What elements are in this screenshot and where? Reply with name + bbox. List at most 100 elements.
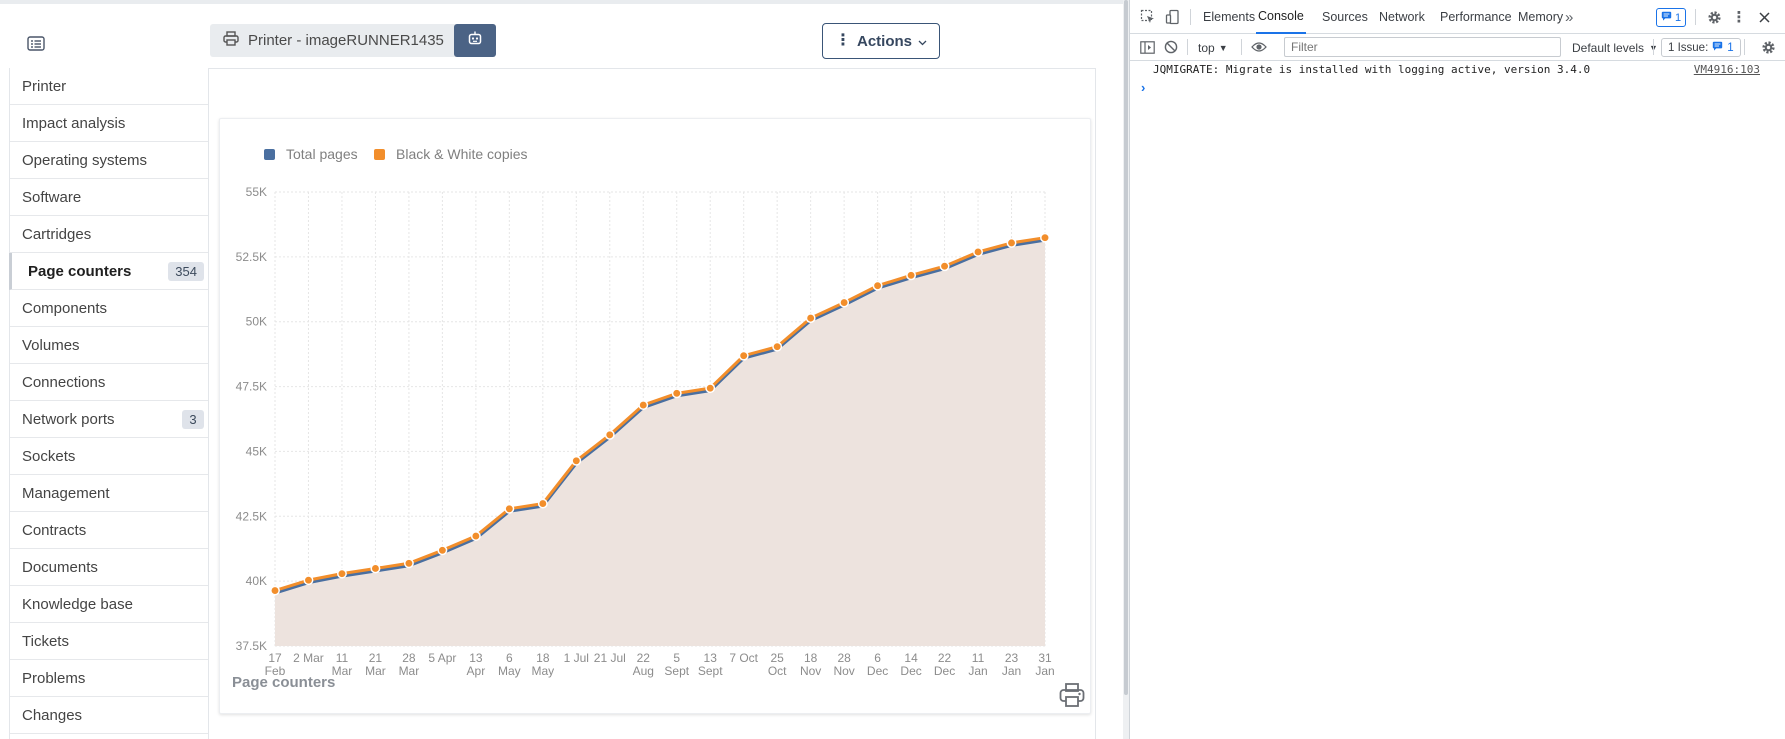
x-tick-label: 18: [804, 651, 818, 665]
x-tick-label: 14: [904, 651, 918, 665]
x-tick-label: Feb: [265, 664, 286, 678]
x-tick-label: Mar: [365, 664, 386, 678]
tab-network[interactable]: Network: [1379, 10, 1425, 24]
top-border: [0, 0, 1123, 4]
sidebar-item-contracts[interactable]: Contracts: [10, 512, 208, 549]
data-point: [337, 568, 347, 579]
sidebar-item-label: Changes: [22, 706, 83, 724]
sidebar-item-label: Software: [22, 188, 82, 206]
data-point: [738, 350, 749, 361]
tab-sources[interactable]: Sources: [1322, 10, 1368, 24]
issues-button[interactable]: 1 Issue: 1: [1661, 38, 1741, 57]
tab-console[interactable]: Console: [1256, 0, 1306, 34]
x-tick-label: Sept: [664, 664, 689, 678]
sidebar-item-label: Sockets: [22, 447, 76, 465]
more-tabs-button[interactable]: »: [1565, 8, 1574, 26]
sidebar-item-impact-analysis[interactable]: Impact analysis: [10, 105, 208, 142]
tab-elements[interactable]: Elements: [1203, 10, 1256, 24]
data-point: [671, 388, 682, 399]
tab-performance[interactable]: Performance: [1440, 10, 1512, 24]
x-tick-label: Jan: [968, 664, 987, 678]
context-select[interactable]: top ▼: [1198, 34, 1228, 61]
x-tick-label: Mar: [332, 664, 353, 678]
sidebar-item-problems[interactable]: Problems: [10, 660, 208, 697]
log-levels-label: Default levels: [1572, 40, 1645, 55]
asset-name: Printer - imageRUNNER1435: [248, 32, 444, 49]
gear-icon[interactable]: [1759, 38, 1777, 56]
printer-icon[interactable]: [1058, 682, 1086, 708]
device-toolbar-icon[interactable]: [1164, 8, 1182, 26]
sidebar-item-components[interactable]: Components: [10, 290, 208, 327]
robot-button[interactable]: [454, 24, 496, 57]
y-tick-label: 47.5K: [236, 380, 267, 394]
tab-memory[interactable]: Memory: [1518, 10, 1564, 24]
sidebar-item-network-ports[interactable]: Network ports 3: [10, 401, 208, 438]
sidebar-item-label: Connections: [22, 373, 106, 391]
sidebar-item-sockets[interactable]: Sockets: [10, 438, 208, 475]
count-badge: 354: [168, 262, 204, 281]
sidebar-item-page-counters[interactable]: Page counters 354: [9, 253, 208, 290]
x-tick-label: 5: [673, 651, 680, 665]
kebab-menu-icon[interactable]: ⋮: [1731, 9, 1747, 26]
y-tick-label: 37.5K: [236, 639, 267, 653]
sidebar-item-software[interactable]: Software: [10, 179, 208, 216]
sidebar-item-operating-systems[interactable]: Operating systems: [10, 142, 208, 179]
sidebar-item-tickets[interactable]: Tickets: [10, 623, 208, 660]
vertical-dots-icon: ⋮: [834, 32, 851, 49]
log-levels-select[interactable]: Default levels ▼: [1561, 34, 1658, 61]
inspect-element-icon[interactable]: [1139, 8, 1157, 26]
sidebar-toggle-icon[interactable]: [1138, 38, 1156, 56]
y-tick-label: 50K: [246, 315, 267, 329]
data-point: [504, 503, 515, 514]
eye-icon[interactable]: [1250, 38, 1268, 56]
x-tick-label: Nov: [833, 664, 854, 678]
tab-sidebar: Printer Impact analysis Operating systems S…: [9, 68, 209, 739]
close-icon[interactable]: [1755, 8, 1773, 26]
context-value: top: [1198, 40, 1215, 55]
console-filter-input[interactable]: [1284, 37, 1561, 57]
chart-caption: Page counters: [232, 674, 336, 691]
x-tick-label: 28: [837, 651, 851, 665]
data-point: [370, 563, 381, 574]
sidebar-item-connections[interactable]: Connections: [10, 364, 208, 401]
issues-counter[interactable]: 1: [1656, 8, 1686, 27]
sidebar-item-label: Volumes: [22, 336, 80, 354]
data-point: [403, 558, 414, 569]
x-tick-label: Jan: [1002, 664, 1021, 678]
console-source-link[interactable]: VM4916:103: [1693, 63, 1760, 76]
sidebar-item-label: Problems: [22, 669, 86, 687]
sidebar-item-management[interactable]: Management: [10, 475, 208, 512]
sidebar-item-label: Contracts: [22, 521, 87, 539]
x-tick-label: 7 Oct: [729, 651, 758, 665]
x-tick-label: 18: [536, 651, 550, 665]
series-line-total-pages: [274, 238, 1046, 595]
sidebar-item-changes[interactable]: Changes: [10, 697, 208, 734]
actions-button[interactable]: ⋮ Actions: [822, 23, 940, 59]
console-prompt[interactable]: ›: [1141, 80, 1146, 95]
x-tick-label: 22: [637, 651, 651, 665]
console-message-row: JQMIGRATE: Migrate is installed with log…: [1130, 61, 1785, 79]
x-tick-label: Dec: [900, 664, 921, 678]
gear-icon[interactable]: [1705, 8, 1723, 26]
sidebar-item-documents[interactable]: Documents: [10, 549, 208, 586]
web-page: Printer - imageRUNNER1435 ⋮ Actions Prin…: [0, 0, 1123, 739]
sidebar-item-volumes[interactable]: Volumes: [10, 327, 208, 364]
page-scrollbar[interactable]: [1123, 0, 1129, 739]
sidebar-item-printer[interactable]: Printer: [10, 68, 208, 105]
x-tick-label: May: [531, 664, 554, 678]
asset-name-chip: Printer - imageRUNNER1435: [210, 24, 457, 57]
message-icon: [1661, 11, 1672, 24]
sidebar-item-label: Printer: [22, 77, 67, 95]
clear-console-icon[interactable]: [1162, 38, 1180, 56]
sidebar-item-knowledge-base[interactable]: Knowledge base: [10, 586, 208, 623]
list-icon[interactable]: [24, 32, 48, 54]
divider: [1241, 39, 1242, 55]
data-point: [1006, 237, 1017, 248]
x-tick-label: 1 Jul: [564, 651, 589, 665]
divider: [1190, 9, 1191, 25]
legend-swatch: [264, 149, 275, 160]
scrollbar-thumb[interactable]: [1124, 0, 1128, 695]
sidebar-item-label: Operating systems: [22, 151, 148, 169]
sidebar-item-cartridges[interactable]: Cartridges: [10, 216, 208, 253]
chevron-down-icon: [918, 33, 927, 50]
